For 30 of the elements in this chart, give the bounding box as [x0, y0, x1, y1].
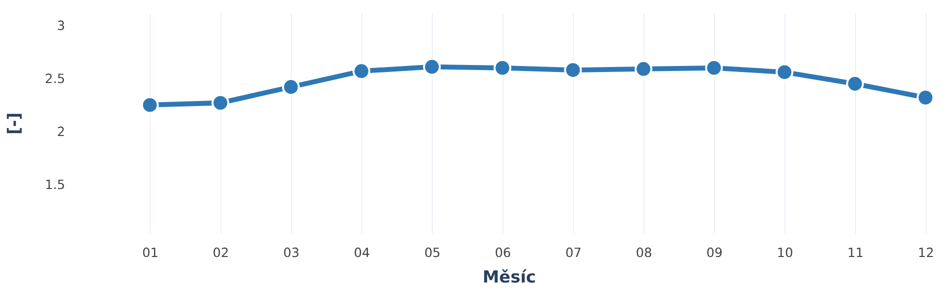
x-tick-label: 11 — [847, 246, 864, 262]
x-tick-label: 05 — [424, 246, 441, 262]
x-tick-label: 01 — [142, 246, 158, 262]
point — [212, 94, 230, 112]
x-tick-label: 02 — [212, 246, 229, 262]
y-tick-label: 1.5 — [44, 178, 66, 193]
x-tick-label: 07 — [565, 246, 582, 262]
x-tick-label: 08 — [636, 246, 652, 262]
point — [564, 61, 582, 79]
point — [423, 58, 441, 76]
point — [494, 59, 512, 77]
y-tick-label: 3 — [57, 18, 66, 34]
x-tick-label: 04 — [354, 246, 370, 262]
y-tick-label: 2 — [57, 124, 66, 140]
x-tick-label: 12 — [918, 246, 934, 262]
x-axis-title: Měsíc — [482, 268, 536, 287]
point — [846, 74, 864, 93]
point — [705, 59, 723, 77]
point — [352, 62, 370, 80]
x-tick-label: 03 — [283, 246, 300, 262]
y-axis-title: [-] — [4, 112, 24, 135]
point — [634, 60, 652, 78]
point — [141, 96, 159, 114]
point — [916, 88, 934, 106]
x-tick-label: 10 — [776, 246, 794, 262]
x-tick-label: 09 — [706, 246, 723, 262]
point — [776, 63, 794, 82]
point — [282, 78, 300, 96]
x-tick-label: 06 — [494, 246, 512, 262]
y-tick-label: 2.5 — [44, 72, 66, 87]
